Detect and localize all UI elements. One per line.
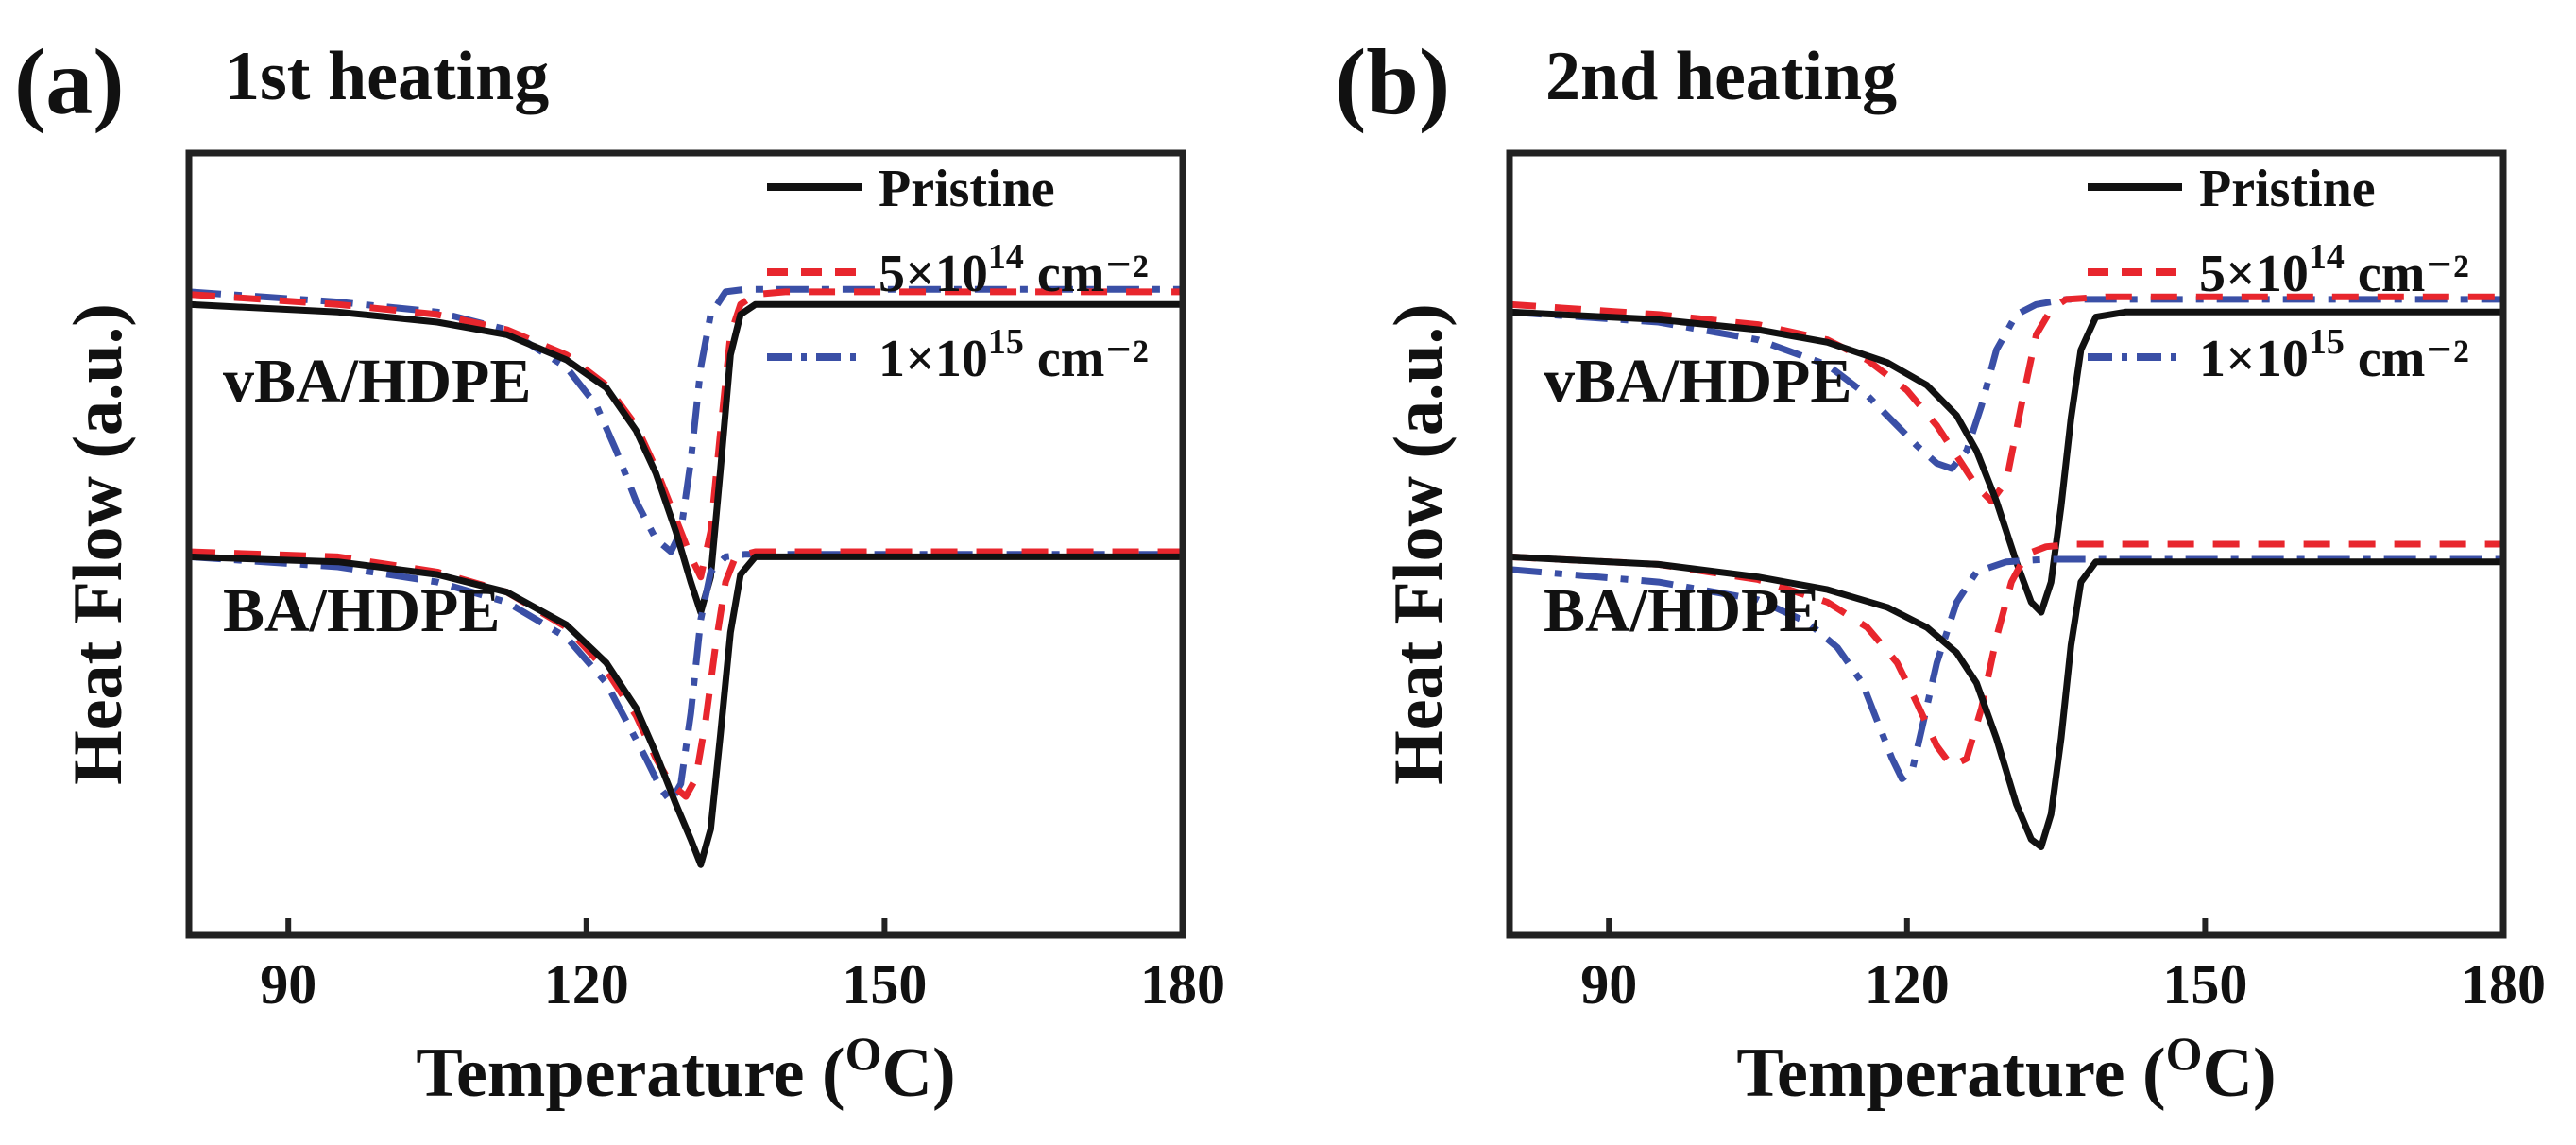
curve-ba-pristine [1510, 553, 2503, 850]
x-tick-label: 90 [260, 953, 316, 1016]
x-axis-label: Temperature (OC) [416, 1027, 955, 1112]
panel-b: (b) 2nd heating vBA/HDPE BA/HDPE 90 120 150 180… [1335, 29, 2546, 1112]
x-axis-label-text: Temperature ( [1736, 1034, 2165, 1112]
chart-title: 1st heating [225, 38, 549, 115]
legend-label-base: 5×10 [879, 245, 988, 303]
x-tick-label: 150 [2162, 953, 2247, 1016]
legend-label-tail: cm⁻² [1024, 245, 1149, 303]
x-tick-label: 180 [1140, 953, 1225, 1016]
x-tick-label: 90 [1580, 953, 1637, 1016]
legend-label-dose_5e14: 5×1014 cm⁻² [879, 237, 1149, 303]
legend-label-sup: 14 [2309, 237, 2345, 277]
panel-label: (a) [14, 29, 125, 134]
x-axis-label-text: Temperature ( [416, 1034, 844, 1112]
y-axis-label: Heat Flow (a.u.) [1380, 303, 1458, 785]
legend-label-dose_5e14: 5×1014 cm⁻² [2199, 237, 2469, 303]
legend-label-base: Pristine [879, 160, 1055, 218]
curve-vba-dose_1e15 [189, 285, 1183, 555]
x-tick-label: 150 [842, 953, 927, 1016]
legend-label-tail: cm⁻² [1024, 330, 1149, 388]
curves [189, 285, 1183, 868]
legend-label-pristine: Pristine [2199, 160, 2376, 218]
y-axis-label: Heat Flow (a.u.) [60, 303, 137, 785]
legend-label-base: 1×10 [879, 330, 988, 388]
x-axis-label-end: C) [882, 1034, 956, 1112]
legend-label-tail: cm⁻² [2345, 245, 2469, 303]
panel-label: (b) [1335, 29, 1450, 134]
legend-label-base: 5×10 [2199, 245, 2309, 303]
curve-vba-pristine [189, 300, 1183, 616]
group-label-ba: BA/HDPE [1544, 576, 1820, 645]
legend-label-base: 1×10 [2199, 330, 2309, 388]
plot-frame [185, 149, 1186, 939]
group-label-vba: vBA/HDPE [223, 347, 531, 416]
legend-label-tail: cm⁻² [2345, 330, 2469, 388]
curve-vba-dose_1e15 [1510, 296, 2503, 472]
x-axis-label-sup: O [2166, 1027, 2203, 1080]
legend-label-base: Pristine [2199, 160, 2376, 218]
legend-label-sup: 15 [2309, 322, 2345, 362]
curve-vba-dose_5e14 [189, 288, 1183, 581]
curves [1510, 293, 2503, 850]
curve-ba-dose_1e15 [189, 551, 1183, 805]
legend-label-pristine: Pristine [879, 160, 1055, 218]
group-label-vba: vBA/HDPE [1544, 347, 1851, 416]
chart-title: 2nd heating [1545, 38, 1897, 115]
x-axis-label: Temperature (OC) [1736, 1027, 2276, 1112]
curve-ba-dose_1e15 [1510, 555, 2503, 782]
group-label-ba: BA/HDPE [223, 576, 500, 645]
curve-ba-dose_5e14 [1510, 540, 2503, 770]
legend-label-sup: 15 [988, 322, 1024, 362]
x-tick-label: 120 [1865, 953, 1950, 1016]
curve-ba-dose_5e14 [189, 548, 1183, 800]
x-tick-label: 180 [2461, 953, 2546, 1016]
panel-a: (a) 1st heating vBA/HDPE BA/HDPE 90 120 150 180… [14, 29, 1225, 1112]
legend-label-dose_1e15: 1×1015 cm⁻² [879, 322, 1149, 388]
legend-label-sup: 14 [988, 237, 1024, 277]
x-axis-label-sup: O [845, 1027, 882, 1080]
x-axis-label-end: C) [2203, 1034, 2277, 1112]
plot-frame [1506, 149, 2507, 939]
legend-label-dose_1e15: 1×1015 cm⁻² [2199, 322, 2469, 388]
x-tick-label: 120 [544, 953, 629, 1016]
curve-ba-pristine [189, 553, 1183, 868]
